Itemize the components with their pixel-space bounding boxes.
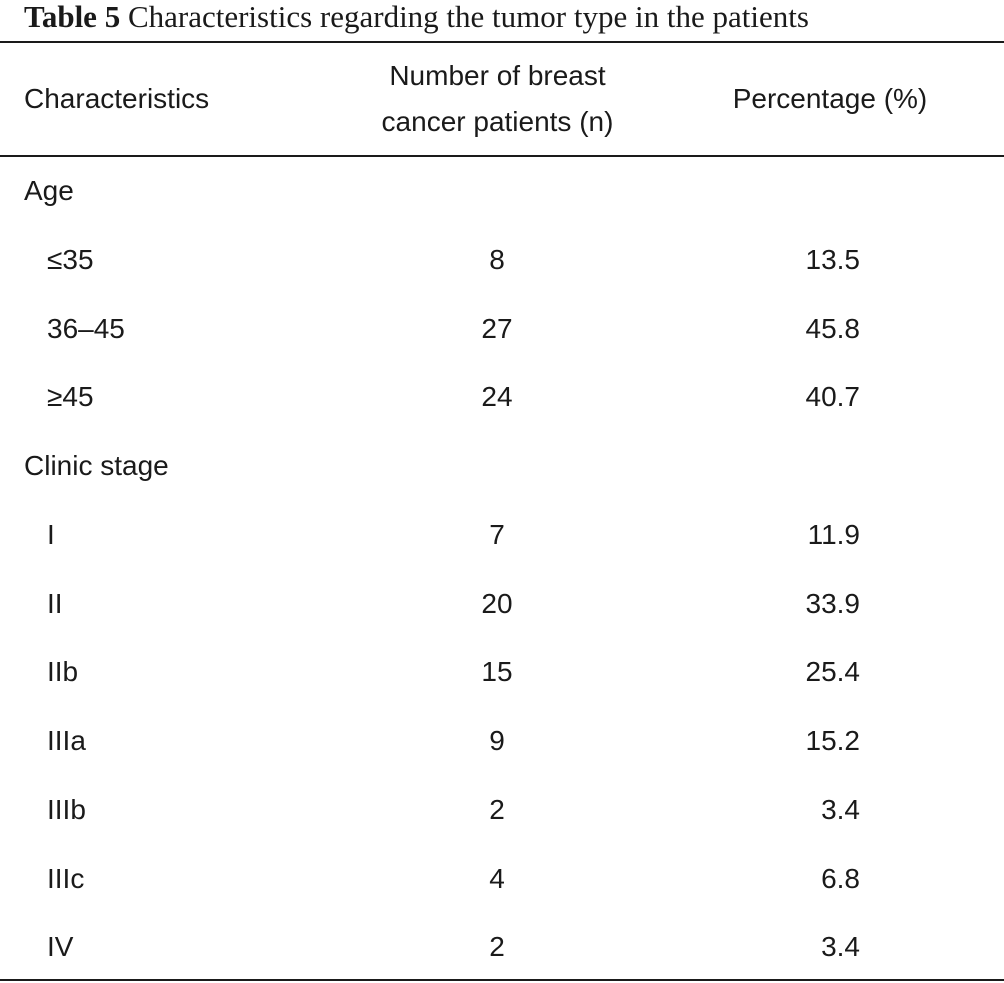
group-heading: Clinic stage xyxy=(24,450,169,481)
row-count: 24 xyxy=(481,381,513,413)
row-percentage: 11.9 xyxy=(807,518,860,550)
row-percentage: 33.9 xyxy=(805,587,861,619)
header-percentage: Percentage (%) xyxy=(732,83,928,114)
row-label: II xyxy=(47,587,63,619)
row-count: 8 xyxy=(489,243,505,275)
row-count: 20 xyxy=(481,587,513,619)
row-count: 4 xyxy=(489,862,505,894)
row-percentage: 13.5 xyxy=(805,243,861,275)
header-rule xyxy=(0,155,1004,157)
row-percentage: 45.8 xyxy=(805,312,861,344)
bottom-rule xyxy=(0,979,1004,981)
row-label: IIIc xyxy=(47,862,85,894)
row-label: IIb xyxy=(47,656,79,688)
header-characteristics: Characteristics xyxy=(24,83,210,114)
row-label: IIIa xyxy=(47,725,86,756)
row-percentage: 6.8 xyxy=(821,862,860,894)
row-label: IIIb xyxy=(47,793,86,825)
row-label: I xyxy=(47,518,55,550)
row-percentage: 3.4 xyxy=(821,793,860,825)
table-caption: Table 5 Characteristics regarding the tu… xyxy=(24,0,809,38)
row-label: ≥45 xyxy=(47,381,94,413)
row-count: 2 xyxy=(489,931,505,963)
row-label: IV xyxy=(47,931,74,963)
table-label: Table 5 xyxy=(24,0,121,34)
row-label: ≤35 xyxy=(47,243,94,275)
row-count: 15 xyxy=(481,656,513,688)
row-count: 7 xyxy=(489,518,505,550)
row-count: 9 xyxy=(489,725,505,756)
row-count: 27 xyxy=(481,312,513,344)
row-percentage: 15.2 xyxy=(805,725,861,756)
row-percentage: 40.7 xyxy=(805,381,861,413)
row-label: 36–45 xyxy=(47,312,125,344)
row-percentage: 3.4 xyxy=(821,931,860,963)
row-count: 2 xyxy=(489,793,505,825)
top-rule xyxy=(0,41,1004,43)
header-number: Number of breast cancer patients (n) xyxy=(381,60,614,137)
table-title: Characteristics regarding the tumor type… xyxy=(127,0,809,34)
group-heading: Age xyxy=(24,175,74,206)
row-percentage: 25.4 xyxy=(805,656,861,688)
